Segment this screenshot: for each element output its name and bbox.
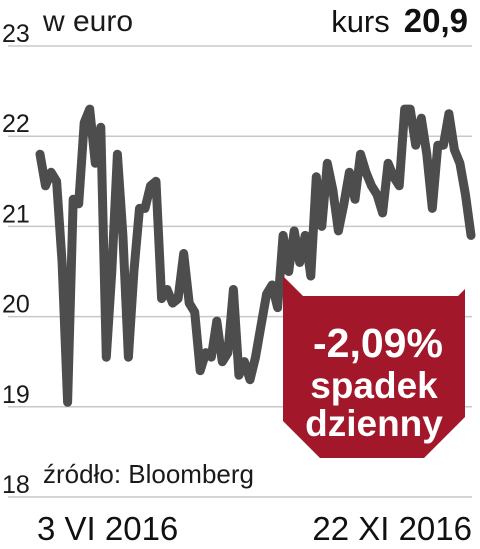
kurs-value: 20,9 [404, 2, 468, 39]
kurs-label: kurs [331, 4, 390, 39]
y-tick-label-18: 18 [2, 471, 30, 499]
y-axis-tick-labels: 23 22 21 20 19 18 [2, 20, 30, 499]
y-tick-label-22: 22 [2, 110, 30, 138]
down-arrow-icon [283, 276, 465, 458]
price-series-line [35, 104, 476, 407]
y-tick-label-20: 20 [2, 291, 30, 319]
y-tick-label-23: 23 [2, 20, 30, 48]
y-tick-label-21: 21 [2, 200, 30, 228]
daily-change-badge: -2,09% spadek dzienny [283, 276, 465, 458]
x-label-start: 3 VI 2016 [37, 510, 178, 547]
badge-change-percent: -2,09% [313, 320, 443, 366]
y-tick-label-19: 19 [2, 381, 30, 409]
source-label: źródło: Bloomberg [43, 459, 254, 489]
unit-label: w euro [42, 5, 133, 38]
badge-line-2: dzienny [305, 403, 443, 444]
kurs-readout: kurs 20,9 [331, 2, 468, 39]
badge-line-1: spadek [310, 365, 438, 406]
x-label-end: 22 XI 2016 [312, 510, 472, 547]
